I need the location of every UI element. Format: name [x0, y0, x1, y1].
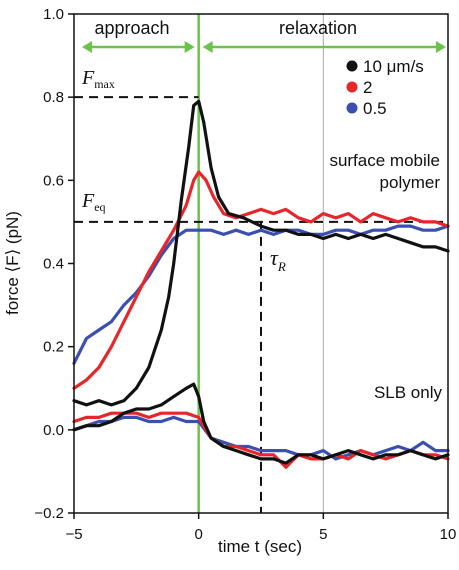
legend-label: 0.5: [363, 99, 387, 118]
legend: 10 μm/s 2 0.5: [346, 57, 424, 118]
reference-lines: [74, 14, 448, 513]
relaxation-arrow-head-left: [202, 41, 213, 53]
legend-marker: [346, 102, 358, 114]
y-tick-label: 1.0: [43, 6, 64, 23]
series-line-10-m-s: [72, 99, 450, 407]
tau-label-sub: R: [277, 259, 286, 274]
y-tick-label: 0.8: [43, 89, 64, 106]
y-tick-label: −0.2: [34, 505, 64, 522]
fmax-label: Fmax: [81, 67, 115, 91]
approach-label: approach: [94, 18, 169, 38]
series-line-2-slb: [72, 411, 450, 469]
x-tick-label: 0: [194, 526, 202, 543]
y-tick-label: 0.2: [43, 339, 64, 356]
y-tick-label: 0.4: [43, 256, 64, 273]
x-axis-label: time t (sec): [218, 537, 302, 556]
y-tick-label: 0.6: [43, 172, 64, 189]
series-line-10-m-s-slb: [72, 382, 450, 465]
approach-arrow-head-left: [82, 41, 92, 53]
relaxation-arrow-head-right: [436, 41, 446, 53]
x-tick-label: 10: [440, 526, 457, 543]
feq-label: Feq: [81, 190, 106, 214]
axis-ticks: −5 0 5 10 −0.2 0.0 0.2 0.4 0.6 0.8 1.0: [34, 6, 456, 543]
tau-label: τR: [270, 245, 286, 274]
phase-arrows: [82, 41, 446, 53]
surface-mobile-label: surface mobile: [329, 151, 440, 170]
legend-label: 2: [363, 78, 372, 97]
legend-marker: [346, 81, 358, 93]
fmax-label-main: F: [81, 67, 95, 89]
y-axis-label: force ⟨F⟩ (pN): [3, 211, 22, 315]
slb-only-label: SLB only: [374, 383, 443, 402]
approach-arrow-head-right: [184, 41, 195, 53]
series-lines: [72, 99, 450, 469]
tau-label-main: τ: [270, 245, 279, 270]
feq-label-main: F: [81, 190, 95, 212]
y-tick-label: 0.0: [43, 422, 64, 439]
polymer-label: polymer: [380, 173, 441, 192]
legend-label: 10 μm/s: [363, 57, 424, 76]
series-line-0-5-slb: [72, 415, 450, 461]
series-line-0-5: [72, 224, 450, 365]
feq-label-sub: eq: [94, 200, 105, 214]
x-tick-label: 5: [319, 526, 327, 543]
relaxation-label: relaxation: [279, 18, 357, 38]
fmax-label-sub: max: [94, 77, 115, 91]
series-line-2: [72, 170, 450, 390]
x-tick-label: −5: [65, 526, 82, 543]
legend-marker: [346, 60, 358, 72]
